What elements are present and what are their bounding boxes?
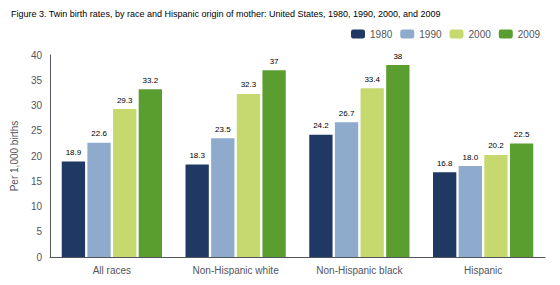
svg-text:24.2: 24.2 (313, 121, 329, 130)
svg-text:0: 0 (36, 252, 42, 263)
svg-text:Per 1,000 births: Per 1,000 births (9, 121, 20, 192)
svg-text:2009: 2009 (518, 29, 541, 40)
svg-text:1990: 1990 (419, 29, 442, 40)
svg-text:29.3: 29.3 (117, 96, 133, 105)
svg-text:10: 10 (31, 201, 43, 212)
svg-text:38: 38 (393, 52, 402, 61)
svg-text:30: 30 (31, 100, 43, 111)
svg-text:22.6: 22.6 (91, 129, 107, 138)
svg-text:40: 40 (31, 50, 43, 61)
svg-text:18.0: 18.0 (463, 153, 479, 162)
svg-text:Non-Hispanic black: Non-Hispanic black (316, 265, 403, 276)
svg-text:1980: 1980 (370, 29, 393, 40)
svg-text:18.3: 18.3 (189, 151, 205, 160)
svg-text:15: 15 (31, 176, 43, 187)
svg-text:20: 20 (31, 151, 43, 162)
svg-text:37: 37 (270, 57, 279, 66)
svg-text:35: 35 (31, 75, 43, 86)
svg-text:32.3: 32.3 (241, 80, 257, 89)
svg-text:16.8: 16.8 (437, 159, 453, 168)
svg-text:33.4: 33.4 (364, 75, 380, 84)
svg-text:18.9: 18.9 (66, 148, 82, 157)
svg-text:20.2: 20.2 (488, 141, 504, 150)
svg-text:26.7: 26.7 (339, 109, 355, 118)
svg-text:Figure 3. Twin birth rates, by: Figure 3. Twin birth rates, by race and … (11, 9, 441, 19)
svg-text:Hispanic: Hispanic (464, 265, 502, 276)
svg-text:22.5: 22.5 (514, 130, 530, 139)
svg-text:All races: All races (93, 265, 131, 276)
svg-text:2000: 2000 (469, 29, 492, 40)
svg-text:23.5: 23.5 (215, 125, 231, 134)
svg-text:Non-Hispanic white: Non-Hispanic white (193, 265, 280, 276)
svg-text:5: 5 (36, 226, 42, 237)
svg-text:33.2: 33.2 (143, 76, 159, 85)
svg-text:25: 25 (31, 125, 43, 136)
